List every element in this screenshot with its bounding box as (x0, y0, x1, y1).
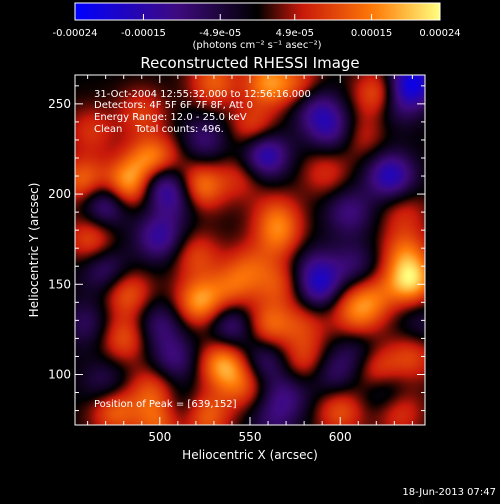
y-tick-label: 100 (48, 367, 71, 381)
colorbar-tick-label: -0.00024 (53, 28, 98, 39)
y-tick-label: 200 (48, 187, 71, 201)
annotation-energy: Energy Range: 12.0 - 25.0 keV (94, 112, 247, 123)
heatmap-image (75, 75, 425, 425)
axis-ticks: 500 550 600 100 150 200 250 (48, 75, 425, 444)
x-tick-label: 600 (329, 430, 352, 444)
chart-title: Reconstructed RHESSI Image (140, 54, 359, 72)
colorbar-unit-label: (photons cm⁻² s⁻¹ asec⁻²) (192, 40, 321, 51)
colorbar: -0.00024 -0.00015 -4.9e-05 4.9e-05 0.00015 0.… (53, 2, 461, 51)
annotation-block: 31-Oct-2004 12:55:32.000 to 12:56:16.000… (94, 89, 311, 135)
colorbar-tick-label: 0.00015 (351, 28, 392, 39)
colorbar-tick-label: -0.00015 (121, 28, 166, 39)
colorbar-tick-label: -4.9e-05 (199, 28, 241, 39)
colorbar-ticks: -0.00024 -0.00015 -4.9e-05 4.9e-05 0.00015 0.… (53, 14, 461, 39)
colorbar-tick-label: 4.9e-05 (276, 28, 314, 39)
x-tick-label: 500 (148, 430, 171, 444)
colorbar-tick-label: 0.00024 (419, 28, 460, 39)
y-axis-label: Heliocentric Y (arcsec) (27, 183, 41, 318)
timestamp: 18-Jun-2013 07:47 (402, 487, 496, 498)
x-tick-label: 550 (239, 430, 262, 444)
annotation-counts: Clean Total counts: 496. (94, 124, 224, 135)
y-tick-label: 150 (48, 277, 71, 291)
plot-area: 500 550 600 100 150 200 250 (48, 74, 426, 444)
peak-position-label: Position of Peak = [639,152] (94, 399, 237, 410)
annotation-detectors: Detectors: 4F 5F 6F 7F 8F, Att 0 (94, 100, 253, 111)
x-axis-label: Heliocentric X (arcsec) (182, 448, 318, 462)
y-tick-label: 250 (48, 97, 71, 111)
colorbar-gradient (74, 2, 441, 21)
annotation-time: 31-Oct-2004 12:55:32.000 to 12:56:16.000 (94, 89, 311, 100)
